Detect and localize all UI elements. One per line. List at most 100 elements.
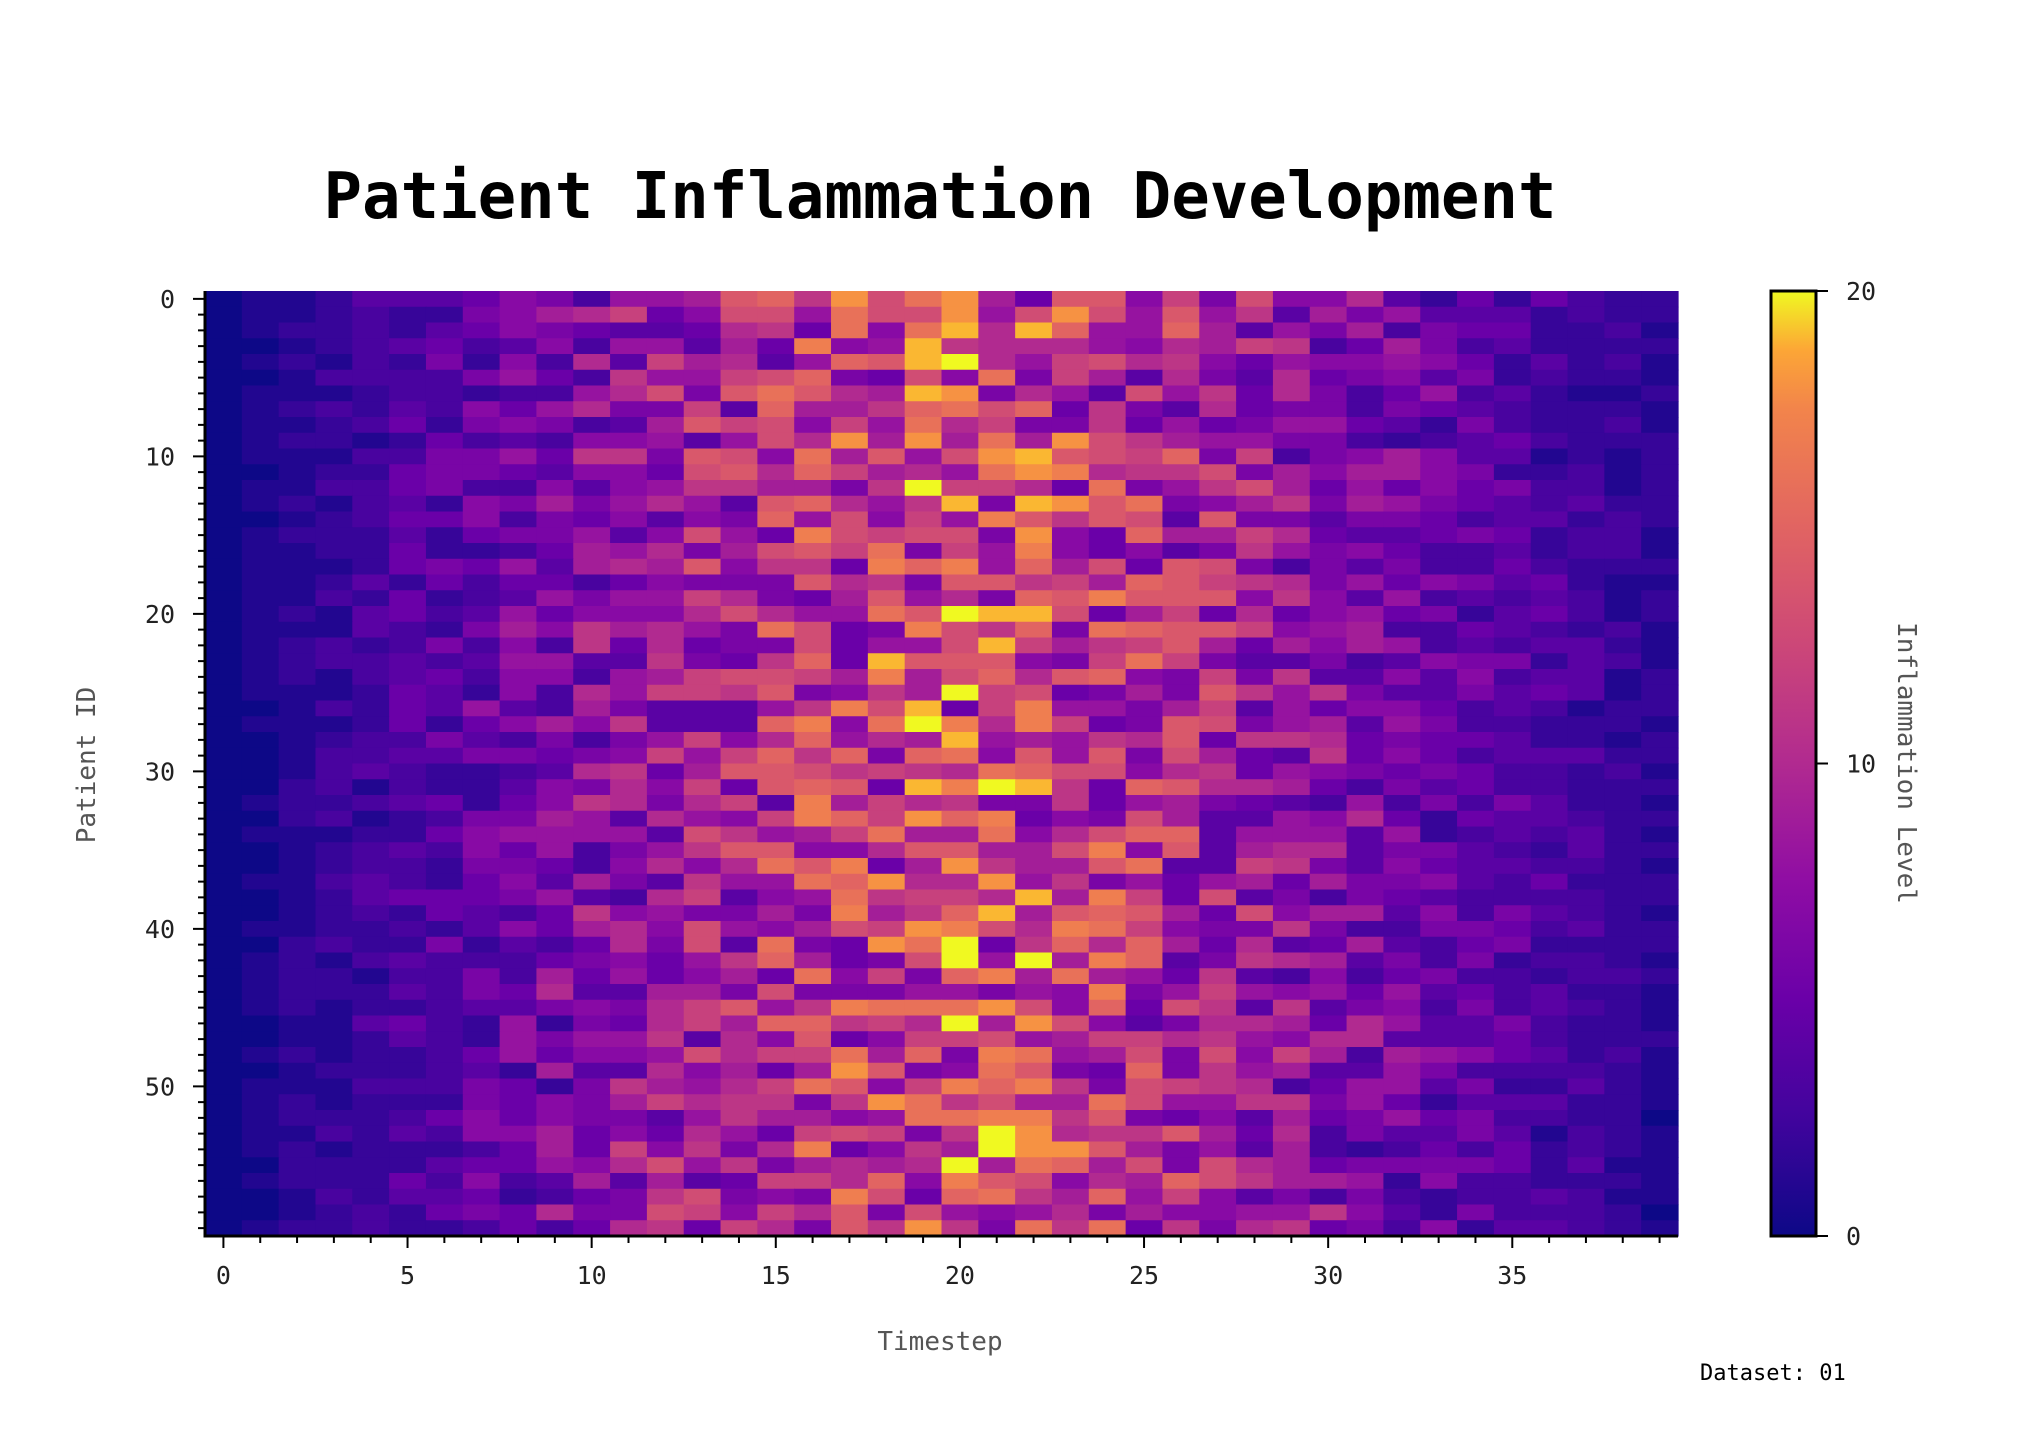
heatmap-cell bbox=[205, 1157, 243, 1174]
heatmap-cell bbox=[1272, 653, 1311, 670]
heatmap-cell bbox=[1641, 432, 1679, 450]
heatmap-cell bbox=[1346, 1110, 1385, 1127]
heatmap-cell bbox=[757, 873, 795, 891]
heatmap-cell bbox=[425, 1157, 464, 1174]
heatmap-cell bbox=[831, 527, 869, 544]
heatmap-cell bbox=[867, 747, 906, 765]
heatmap-cell bbox=[1493, 1125, 1532, 1143]
y-tick-label: 0 bbox=[160, 285, 175, 314]
heatmap-cell bbox=[1015, 401, 1053, 418]
heatmap-cell bbox=[425, 889, 464, 906]
heatmap-cell bbox=[1604, 1204, 1642, 1221]
heatmap-cell bbox=[1530, 432, 1569, 450]
heatmap-cell bbox=[757, 1173, 795, 1190]
heatmap-cell bbox=[278, 747, 317, 765]
heatmap-cell bbox=[1530, 1047, 1569, 1064]
heatmap-cell bbox=[1567, 590, 1605, 607]
heatmap-cell bbox=[1162, 905, 1200, 922]
heatmap-cell bbox=[1015, 574, 1053, 591]
heatmap-cell bbox=[1309, 669, 1348, 686]
heatmap-cell bbox=[205, 669, 243, 686]
heatmap-cell bbox=[794, 684, 832, 702]
heatmap-cell bbox=[683, 1110, 722, 1127]
heatmap-cell bbox=[1383, 1031, 1421, 1048]
heatmap-cell bbox=[536, 858, 574, 875]
heatmap-cell bbox=[1457, 338, 1495, 355]
heatmap-cell bbox=[720, 401, 758, 418]
heatmap-cell bbox=[1199, 1047, 1237, 1064]
heatmap-cell bbox=[794, 417, 832, 434]
heatmap-cell bbox=[831, 889, 869, 906]
heatmap-cell bbox=[683, 716, 722, 733]
heatmap-cell bbox=[1383, 1188, 1421, 1206]
heatmap-cell bbox=[978, 826, 1016, 843]
heatmap-cell bbox=[205, 936, 243, 954]
colorbar-tick-label: 10 bbox=[1846, 750, 1876, 779]
heatmap-cell bbox=[1457, 1062, 1495, 1080]
heatmap-cell bbox=[1493, 401, 1532, 418]
heatmap-cell bbox=[1641, 338, 1679, 355]
heatmap-cell bbox=[1051, 291, 1090, 308]
heatmap-cell bbox=[646, 354, 685, 371]
heatmap-cell bbox=[425, 1125, 464, 1143]
heatmap-cell bbox=[646, 1062, 685, 1080]
heatmap-cell bbox=[757, 684, 795, 702]
heatmap-cell bbox=[462, 354, 501, 371]
heatmap-cell bbox=[205, 716, 243, 733]
heatmap-cell bbox=[1125, 968, 1164, 985]
heatmap-cell bbox=[1604, 306, 1642, 324]
heatmap-cell bbox=[425, 810, 464, 828]
heatmap-cell bbox=[1125, 747, 1164, 765]
heatmap-cell bbox=[1604, 1047, 1642, 1064]
heatmap-cell bbox=[1015, 684, 1053, 702]
heatmap-cell bbox=[389, 1125, 427, 1143]
heatmap-cell bbox=[904, 369, 943, 387]
heatmap-cell bbox=[831, 354, 869, 371]
heatmap-cell bbox=[1383, 464, 1421, 481]
heatmap-cell bbox=[831, 795, 869, 812]
heatmap-cell bbox=[1346, 1047, 1385, 1064]
heatmap-cell bbox=[757, 511, 795, 528]
heatmap-cell bbox=[1604, 1031, 1642, 1048]
heatmap-cell bbox=[831, 921, 869, 938]
heatmap-cell bbox=[1272, 700, 1311, 717]
heatmap-cell bbox=[1162, 527, 1200, 544]
heatmap-cell bbox=[1088, 842, 1127, 859]
heatmap-cell bbox=[1125, 385, 1164, 402]
heatmap-cell bbox=[867, 684, 906, 702]
heatmap-cell bbox=[1641, 527, 1679, 544]
heatmap-cell bbox=[425, 322, 464, 339]
heatmap-cell bbox=[1236, 952, 1274, 969]
y-tick-label: 10 bbox=[145, 442, 175, 471]
heatmap-cell bbox=[867, 385, 906, 402]
heatmap-cell bbox=[1272, 637, 1311, 654]
heatmap-cell bbox=[205, 354, 243, 371]
heatmap-cell bbox=[720, 1094, 758, 1111]
heatmap-cell bbox=[1088, 1031, 1127, 1048]
heatmap-cell bbox=[610, 574, 648, 591]
heatmap-cell bbox=[1641, 1062, 1679, 1080]
heatmap-cell bbox=[941, 905, 979, 922]
heatmap-cell bbox=[683, 700, 722, 717]
heatmap-cell bbox=[683, 464, 722, 481]
heatmap-cell bbox=[831, 700, 869, 717]
heatmap-cell bbox=[1530, 936, 1569, 954]
heatmap-cell bbox=[941, 621, 979, 639]
heatmap-cell bbox=[683, 606, 722, 623]
heatmap-cell bbox=[1641, 732, 1679, 749]
heatmap-cell bbox=[536, 826, 574, 843]
heatmap-cell bbox=[536, 716, 574, 733]
heatmap-cell bbox=[720, 369, 758, 387]
heatmap-cell bbox=[867, 511, 906, 528]
heatmap-cell bbox=[1530, 574, 1569, 591]
heatmap-cell bbox=[683, 905, 722, 922]
heatmap-cell bbox=[941, 401, 979, 418]
heatmap-cell bbox=[978, 1078, 1016, 1095]
heatmap-cell bbox=[1015, 653, 1053, 670]
heatmap-cell bbox=[941, 999, 979, 1017]
heatmap-cell bbox=[610, 590, 648, 607]
heatmap-cell bbox=[1493, 527, 1532, 544]
heatmap-cell bbox=[1125, 952, 1164, 969]
heatmap-cell bbox=[499, 921, 538, 938]
heatmap-cell bbox=[1641, 684, 1679, 702]
